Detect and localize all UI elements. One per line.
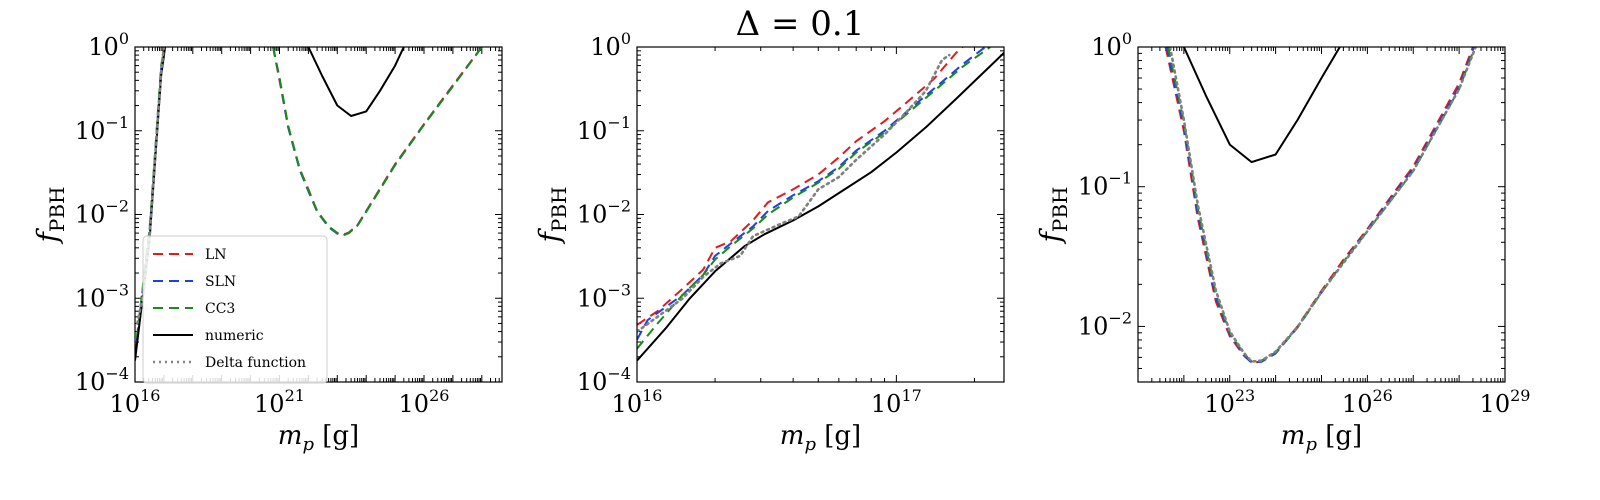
y-tick-label: 10−4 — [75, 364, 129, 396]
series-cc3 — [1167, 47, 1476, 363]
series-ln — [637, 47, 964, 326]
series-numeric — [1182, 47, 1341, 164]
series-ln — [1164, 47, 1474, 364]
chart-panel-3: 1023 1026 1029 100 10−1 10−2 mp [g] fPBH — [1034, 29, 1530, 455]
y-tick-label: 10−2 — [577, 197, 631, 229]
y-tick-label: 10−1 — [577, 113, 631, 145]
x-tick-label: 1016 — [110, 386, 161, 418]
figure-title: Δ = 0.1 — [735, 4, 865, 44]
series-group — [637, 47, 1004, 362]
x-tick-label: 1016 — [612, 386, 663, 418]
y-axis-label: fPBH — [31, 187, 69, 245]
series-group — [1164, 47, 1477, 364]
x-tick-label: 1023 — [1204, 386, 1255, 418]
legend-label: CC3 — [205, 301, 235, 317]
legend: LN SLN CC3 numeric Delta function — [142, 235, 328, 384]
y-tick-label: 10−4 — [577, 364, 631, 396]
y-axis-label: fPBH — [1034, 187, 1072, 245]
y-tick-label: 100 — [88, 29, 129, 61]
x-axis-label: mp [g] — [780, 421, 861, 455]
series-cc3 — [637, 47, 991, 350]
series-sln — [1165, 47, 1475, 364]
y-tick-label: 100 — [1091, 29, 1132, 61]
x-axis-label: mp [g] — [1281, 421, 1362, 455]
legend-label: SLN — [205, 274, 236, 290]
legend-label: LN — [205, 247, 227, 263]
tick-marks — [636, 46, 1004, 383]
x-tick-label: 1017 — [871, 386, 922, 418]
y-tick-label: 10−3 — [75, 280, 129, 312]
series-delta-function — [1168, 47, 1477, 363]
legend-box — [142, 235, 328, 384]
x-tick-label: 1029 — [1480, 386, 1531, 418]
x-axis-label: mp [g] — [278, 421, 359, 455]
y-tick-label: 100 — [590, 29, 631, 61]
plot-frame — [1137, 46, 1506, 383]
x-tick-label: 1026 — [399, 386, 450, 418]
y-tick-label: 10−3 — [577, 280, 631, 312]
series-numeric — [637, 52, 1004, 362]
y-tick-label: 10−1 — [75, 113, 129, 145]
tick-marks — [1137, 46, 1506, 383]
series-sln — [637, 47, 986, 341]
x-tick-label: 1021 — [254, 386, 305, 418]
x-tick-label: 1026 — [1342, 386, 1393, 418]
series-delta-function — [637, 53, 951, 333]
plot-frame — [636, 46, 1005, 383]
y-axis-label: fPBH — [533, 187, 571, 245]
y-tick-label: 10−2 — [1078, 308, 1132, 340]
chart-panel-2: 1016 1017 100 10−1 10−2 10−3 10−4 mp [g] fPBH — [533, 29, 1005, 455]
legend-label: Delta function — [205, 355, 306, 371]
y-tick-label: 10−1 — [1078, 169, 1132, 201]
y-tick-label: 10−2 — [75, 197, 129, 229]
legend-label: numeric — [205, 328, 264, 344]
chart-panel-1: 1016 1021 1026 100 10−1 10−2 10−3 10−4 mp [g] fPB… — [31, 29, 503, 455]
